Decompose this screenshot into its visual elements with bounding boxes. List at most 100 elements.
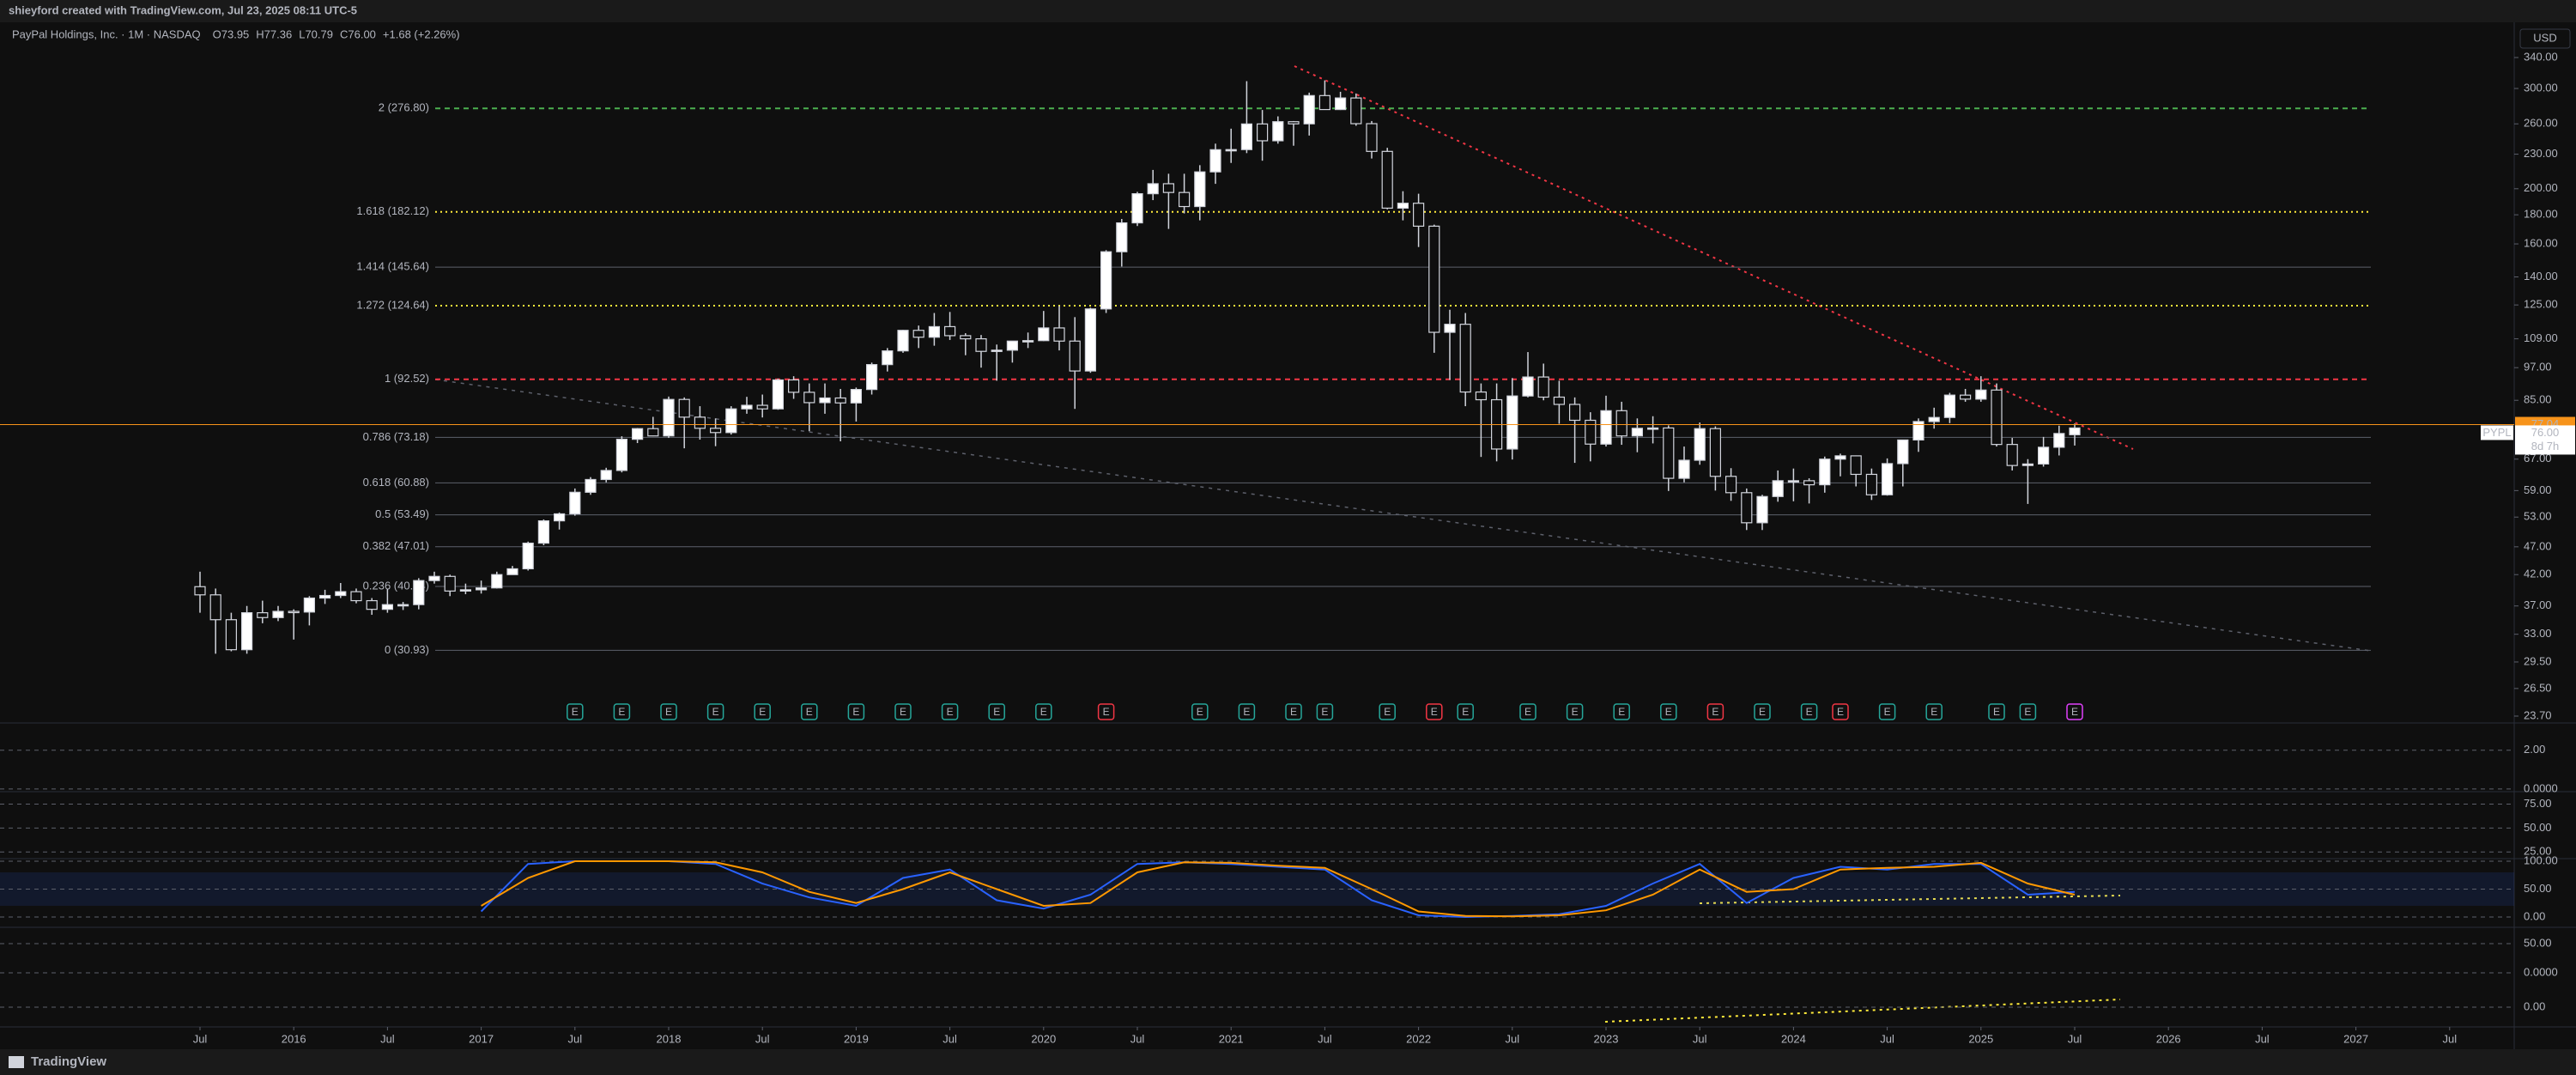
candle-body xyxy=(413,580,425,605)
x-tick-label: Jul xyxy=(2255,1032,2270,1045)
candle-body xyxy=(960,335,972,340)
candle-body xyxy=(1318,94,1331,111)
candle-body xyxy=(1537,376,1549,398)
earnings-label: E xyxy=(993,706,1000,718)
fib-label: 0 (30.93) xyxy=(385,643,429,656)
pane-tick-label: 25.00 xyxy=(2524,845,2552,858)
candle-body xyxy=(663,398,675,437)
y-tick-label: 67.00 xyxy=(2524,452,2552,465)
y-tick-label: 300.00 xyxy=(2524,81,2558,94)
currency: USD xyxy=(2533,31,2556,44)
price-tag xyxy=(2515,425,2575,455)
candle-body xyxy=(1834,455,1846,460)
candle-body xyxy=(897,330,909,352)
candle-body xyxy=(1615,410,1627,437)
earnings-marker xyxy=(1097,703,1115,720)
candle-body xyxy=(2069,427,2081,435)
candle-body xyxy=(725,408,737,434)
oscillator-line xyxy=(480,860,2076,919)
legend-value: C76.00 xyxy=(340,27,376,40)
fib-label: 0.618 (60.88) xyxy=(363,476,429,489)
earnings-marker xyxy=(1613,703,1630,720)
pane-tick-label: 75.00 xyxy=(2524,797,2552,810)
x-tick-label: Jul xyxy=(2068,1032,2082,1045)
x-tick-label: 2019 xyxy=(844,1032,869,1045)
x-tick-label: 2026 xyxy=(2156,1032,2181,1045)
x-tick-label: 2027 xyxy=(2343,1032,2368,1045)
x-tick-label: Jul xyxy=(193,1032,208,1045)
earnings-marker xyxy=(1988,703,2005,720)
candle-body xyxy=(1459,324,1471,393)
earnings-label: E xyxy=(1462,706,1469,718)
earnings-label: E xyxy=(712,706,719,718)
candle-body xyxy=(241,612,253,651)
candle-body xyxy=(615,439,628,471)
x-tick-label: 2024 xyxy=(1781,1032,1806,1045)
candle-body xyxy=(1006,340,1019,351)
earnings-label: E xyxy=(1572,706,1579,718)
y-tick-label: 125.00 xyxy=(2524,298,2558,311)
y-tick-label: 200.00 xyxy=(2524,181,2558,194)
candle-body xyxy=(1366,123,1378,152)
candle-body xyxy=(537,520,550,544)
candle-body xyxy=(335,591,347,597)
candle-body xyxy=(1069,340,1081,372)
candle-body xyxy=(1444,324,1456,333)
earnings-label: E xyxy=(1321,706,1328,718)
candle-body xyxy=(943,325,956,337)
earnings-marker xyxy=(1706,703,1724,720)
price-tag-label: 76.00 xyxy=(2531,426,2560,439)
candle-body xyxy=(1350,97,1362,125)
candle-body xyxy=(1334,97,1347,111)
pane-tick-label: 50.00 xyxy=(2524,936,2552,949)
earnings-marker xyxy=(1379,703,1396,720)
candle-body xyxy=(1553,396,1566,405)
earnings-marker xyxy=(2019,703,2037,720)
fib-label: 1 (92.52) xyxy=(385,372,429,385)
candle-body xyxy=(991,349,1003,352)
footer-brand: TradingView xyxy=(31,1054,106,1069)
candle-body xyxy=(1850,455,1862,476)
x-tick-label: Jul xyxy=(1130,1032,1145,1045)
candle-body xyxy=(1256,123,1269,142)
fib-label: 0.786 (73.18) xyxy=(363,430,429,443)
candle-body xyxy=(1506,395,1518,450)
candle-body xyxy=(834,397,846,404)
candle-body xyxy=(1646,427,1659,430)
candle-body xyxy=(865,364,878,391)
candle-body xyxy=(647,428,659,437)
candle-body xyxy=(194,586,206,596)
y-tick-label: 53.00 xyxy=(2524,510,2552,523)
candle-body xyxy=(491,574,503,589)
y-tick-label: 109.00 xyxy=(2524,331,2558,344)
candle-body xyxy=(1819,459,1831,486)
candle-body xyxy=(1678,459,1690,479)
candle-body xyxy=(1178,191,1191,208)
earnings-label: E xyxy=(1197,706,1203,718)
candle-body xyxy=(1897,439,1909,465)
earnings-label: E xyxy=(1837,706,1844,718)
candle-body xyxy=(741,404,753,410)
candle-body xyxy=(1975,389,1987,400)
candle-body xyxy=(288,610,300,614)
candle-body xyxy=(1272,121,1284,142)
candle-body xyxy=(272,610,284,618)
candle-body xyxy=(1568,404,1581,422)
candle-body xyxy=(1021,340,1034,343)
candle-body xyxy=(694,416,706,429)
candle-body xyxy=(1303,94,1315,125)
y-tick-label: 37.00 xyxy=(2524,598,2552,611)
candle-body xyxy=(975,337,987,352)
x-tick-label: 2018 xyxy=(657,1032,682,1045)
x-tick-label: 2023 xyxy=(1594,1032,1619,1045)
earnings-label: E xyxy=(1806,706,1813,718)
x-tick-label: 2016 xyxy=(282,1032,306,1045)
y-tick-label: 160.00 xyxy=(2524,237,2558,250)
earnings-label: E xyxy=(572,706,579,718)
candle-body xyxy=(319,594,331,599)
candle-body xyxy=(428,575,440,581)
candle-body xyxy=(1772,480,1784,497)
earnings-marker xyxy=(1754,703,1771,720)
candle-body xyxy=(631,428,644,440)
